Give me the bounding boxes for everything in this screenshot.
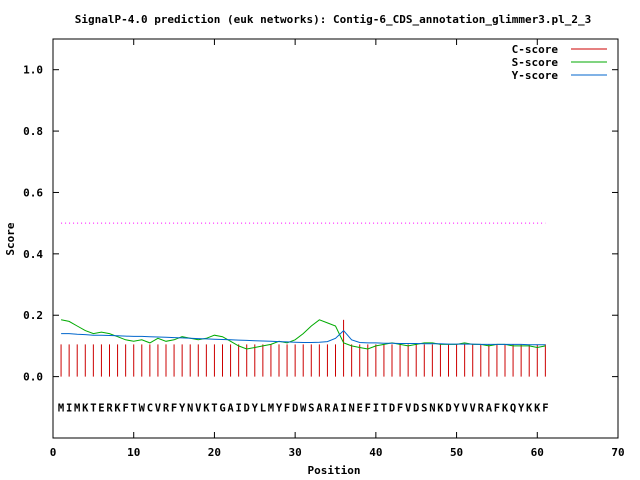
sequence-letter: T: [90, 402, 96, 414]
y-axis-label: Score: [4, 222, 17, 255]
x-tick-label: 0: [50, 446, 57, 459]
sequence-letter: K: [534, 402, 541, 414]
sequence-letter: D: [413, 402, 419, 414]
x-tick-label: 50: [450, 446, 463, 459]
sequence-letter: R: [106, 402, 113, 414]
sequence-letter: D: [445, 402, 451, 414]
sequence-letter: W: [139, 402, 146, 414]
sequence-letter: D: [389, 402, 395, 414]
sequence-letter: Y: [276, 402, 283, 414]
sequence-letter: W: [300, 402, 307, 414]
sequence-letter: A: [332, 402, 339, 414]
sequence-letter: V: [461, 402, 468, 414]
sequence-letter: F: [171, 402, 177, 414]
y-tick-label: 1.0: [23, 64, 43, 77]
axis-ticks: [52, 39, 619, 438]
y-tick-label: 0.8: [23, 125, 43, 138]
sequence-letter: N: [429, 402, 435, 414]
x-tick-label: 60: [531, 446, 544, 459]
sequence-letter: S: [308, 402, 314, 414]
sequence-letter: K: [437, 402, 444, 414]
sequence-letter: N: [187, 402, 193, 414]
x-tick-label: 70: [611, 446, 624, 459]
s-score-layer: [61, 319, 546, 350]
sequence-letter: M: [268, 402, 274, 414]
sequence-letter: V: [195, 402, 202, 414]
x-tick-label: 40: [369, 446, 382, 459]
x-tick-label: 30: [289, 446, 302, 459]
sequence-letter: G: [219, 402, 225, 414]
sequence-letter: E: [98, 402, 104, 414]
sequence-letter: R: [163, 402, 170, 414]
sequence-letter: F: [494, 402, 500, 414]
chart-title: SignalP-4.0 prediction (euk networks): C…: [75, 13, 592, 26]
sequence-letter: V: [470, 402, 477, 414]
sequence-letter: Y: [252, 402, 259, 414]
sequence-letter: N: [348, 402, 354, 414]
sequence-letter: A: [316, 402, 323, 414]
sequence-letter: E: [357, 402, 363, 414]
sequence-letter: R: [478, 402, 485, 414]
sequence-letter: K: [502, 402, 509, 414]
sequence-letter: F: [365, 402, 371, 414]
sequence-letter: M: [58, 402, 64, 414]
tick-labels: 0.0 0.2 0.4 0.6 0.8 1.0 0 10 20 30 40 50 60 70: [23, 64, 625, 459]
plot-frame: [52, 38, 619, 439]
sequence-letter: F: [542, 402, 548, 414]
sequence-letter: F: [284, 402, 290, 414]
legend-label: S-score: [512, 56, 559, 69]
sequence-letter: D: [292, 402, 298, 414]
y-tick-label: 0.2: [23, 309, 43, 322]
legend-label: Y-score: [512, 69, 559, 82]
sequence-letter: Y: [179, 402, 186, 414]
sequence-letter: V: [155, 402, 162, 414]
sequence-letter: A: [486, 402, 493, 414]
y-score-layer: [61, 329, 546, 346]
sequence-letter: I: [235, 402, 241, 414]
sequence-letter: L: [260, 402, 266, 414]
s-score-line: [61, 319, 546, 350]
sequence-letter: F: [397, 402, 403, 414]
y-tick-label: 0.6: [23, 186, 43, 199]
sequence-letter: Y: [518, 402, 525, 414]
sequence-letter: C: [147, 402, 153, 414]
sequence-letter: T: [381, 402, 387, 414]
sequence-letter: S: [421, 402, 427, 414]
c-score-layer: [60, 319, 546, 377]
sequence-letter: K: [114, 402, 121, 414]
y-score-line: [61, 329, 546, 346]
x-tick-label: 20: [208, 446, 221, 459]
sequence-letter: T: [211, 402, 217, 414]
sequence-letter: I: [373, 402, 379, 414]
x-tick-label: 10: [127, 446, 140, 459]
sequence-letter: F: [122, 402, 128, 414]
sequence-letter: D: [244, 402, 250, 414]
sequence-letter: I: [66, 402, 72, 414]
y-tick-label: 0.0: [23, 371, 43, 384]
sequence-letter: Y: [453, 402, 460, 414]
sequence-letter: V: [405, 402, 412, 414]
y-tick-label: 0.4: [23, 248, 43, 261]
sequence-letter: K: [203, 402, 210, 414]
sequence-letter: Q: [510, 402, 516, 414]
x-axis-label: Position: [308, 464, 361, 477]
sequence-letter: A: [227, 402, 234, 414]
legend-label: C-score: [512, 43, 559, 56]
sequence-letter: K: [526, 402, 533, 414]
sequence-letter: R: [324, 402, 331, 414]
sequence-letter: I: [340, 402, 346, 414]
sequence-letter: M: [74, 402, 80, 414]
sequence-letter: T: [131, 402, 137, 414]
sequence-letter: K: [82, 402, 89, 414]
